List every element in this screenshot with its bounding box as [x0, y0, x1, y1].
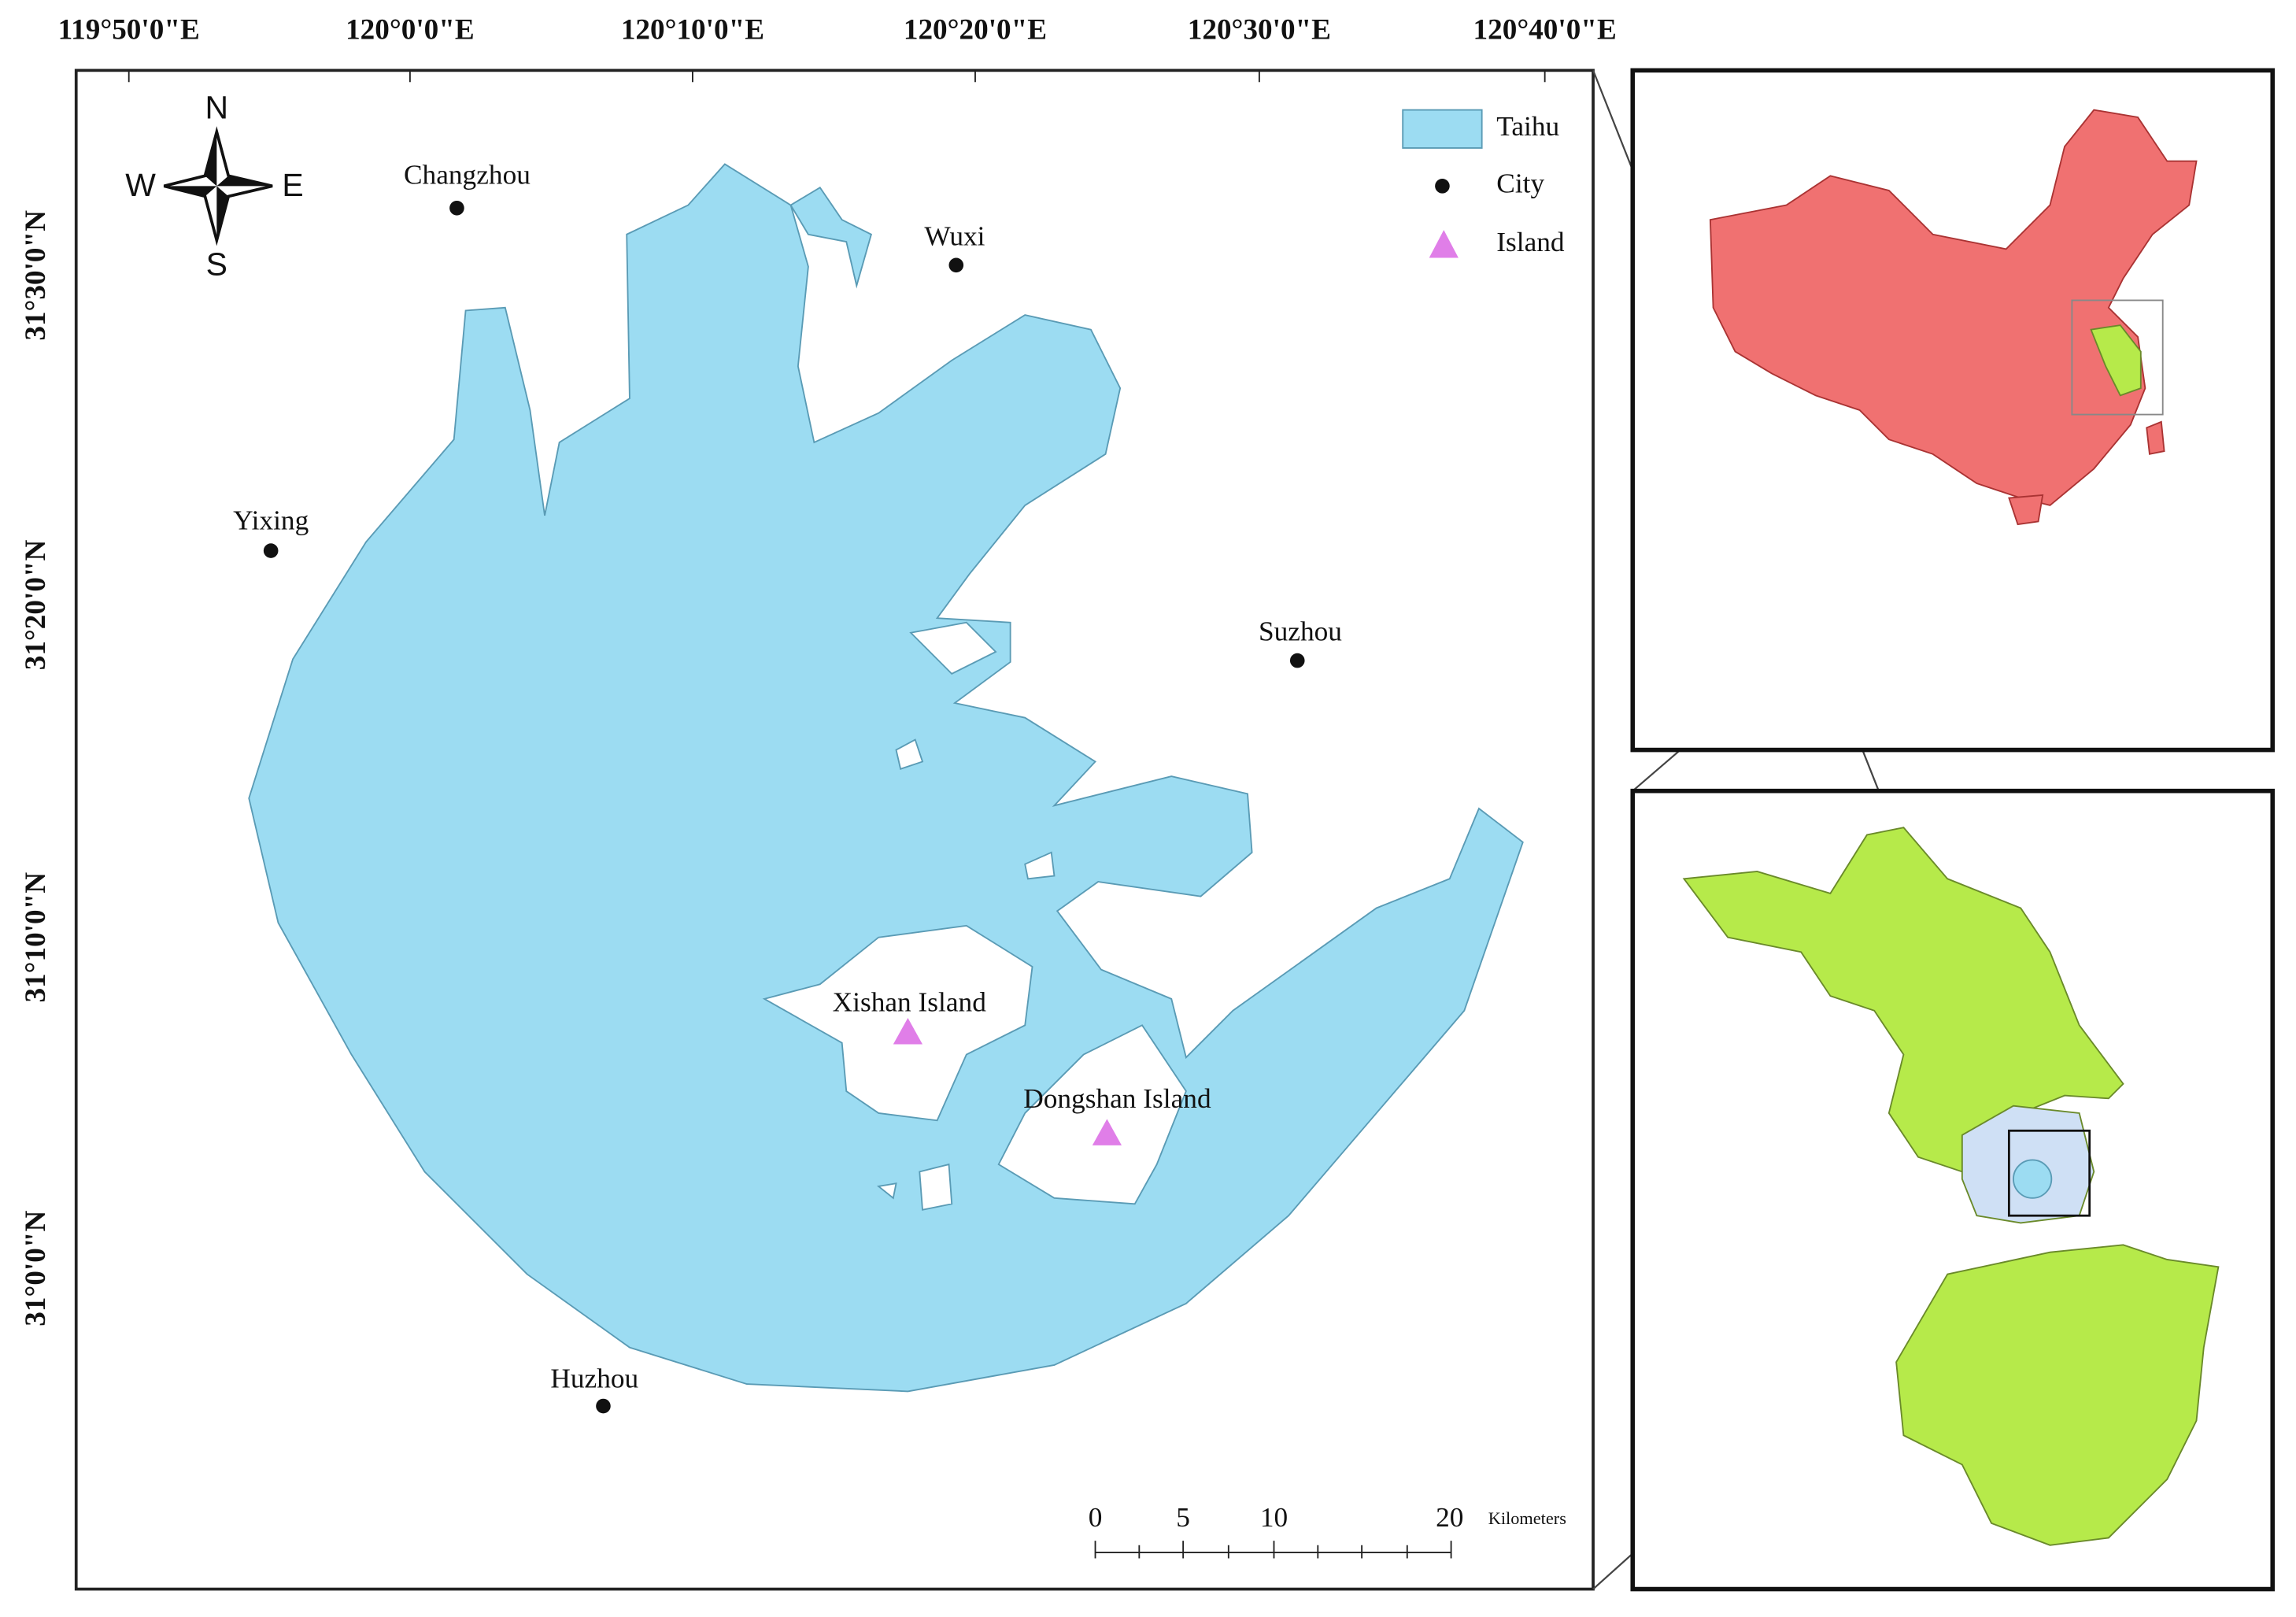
study-area-box — [2007, 1129, 2091, 1217]
city-label: Huzhou — [550, 1363, 638, 1393]
lat-label: 31°30'0"N — [20, 210, 52, 341]
dongshan-island-shape — [997, 1024, 1187, 1205]
lake-inlet — [789, 186, 873, 289]
lon-label: 120°30'0"E — [1188, 14, 1331, 46]
legend-label: Island — [1496, 227, 1565, 257]
city-label: Wuxi — [924, 220, 985, 251]
lat-axis: 31°30'0"N 31°20'0"N 31°10'0"N 31°0'0"N — [20, 210, 52, 1327]
china-shape — [1709, 109, 2198, 506]
compass-s: S — [206, 246, 227, 282]
jiangsu-shape — [1682, 827, 2124, 1173]
legend-label: Taihu — [1496, 111, 1559, 142]
lon-label: 120°20'0"E — [904, 14, 1047, 46]
lat-label: 31°0'0"N — [20, 1210, 52, 1326]
xishan-island-shape — [762, 924, 1033, 1122]
compass-w: W — [125, 167, 156, 203]
scale-unit: Kilometers — [1488, 1508, 1566, 1528]
city-label: Yixing — [233, 505, 309, 535]
city-label: Changzhou — [404, 159, 531, 190]
islands: Xishan Island Dongshan Island — [833, 986, 1211, 1145]
taihu-lake — [248, 163, 1524, 1393]
island-marker — [1092, 1119, 1122, 1145]
china-islands — [2008, 420, 2165, 526]
lon-label: 119°50'0"E — [58, 14, 200, 46]
city-dot — [263, 543, 279, 558]
jiangsu-zhejiang — [2090, 324, 2142, 397]
zhejiang-shape — [1895, 1244, 2220, 1546]
lat-label: 31°20'0"N — [20, 539, 52, 670]
city-dot — [948, 257, 964, 273]
cities: Changzhou Wuxi Yixing Suzhou Huzhou — [233, 159, 1342, 1414]
city-dot — [596, 1398, 611, 1414]
island-marker — [893, 1018, 923, 1045]
legend-label: City — [1496, 168, 1544, 198]
inset-box — [2071, 299, 2164, 416]
lon-label: 120°10'0"E — [621, 14, 764, 46]
small-islands — [876, 621, 1056, 1211]
lat-label: 31°10'0"N — [20, 872, 52, 1003]
scale-bar — [1094, 1541, 1452, 1559]
lon-label: 120°0'0"E — [346, 14, 475, 46]
legend-dot — [1435, 179, 1450, 194]
city-dot — [449, 200, 464, 216]
scale-label: 20 — [1436, 1502, 1463, 1533]
compass-e: E — [282, 167, 303, 203]
legend-triangle — [1429, 230, 1459, 258]
compass: N S E W — [125, 89, 303, 282]
island-label: Dongshan Island — [1023, 1083, 1211, 1114]
lon-label: 120°40'0"E — [1473, 14, 1617, 46]
scale-label: 5 — [1176, 1502, 1190, 1533]
taihu-small — [2013, 1159, 2053, 1199]
scale-label: 10 — [1260, 1502, 1288, 1533]
legend-swatch — [1402, 109, 1483, 149]
lon-axis: 119°50'0"E 120°0'0"E 120°10'0"E 120°20'0… — [58, 14, 1617, 83]
island-label: Xishan Island — [833, 986, 987, 1017]
city-dot — [1289, 653, 1305, 668]
scale-label: 0 — [1089, 1502, 1103, 1533]
legend: Taihu City Island — [1402, 109, 1565, 258]
compass-n: N — [205, 89, 229, 125]
city-label: Suzhou — [1259, 616, 1342, 647]
